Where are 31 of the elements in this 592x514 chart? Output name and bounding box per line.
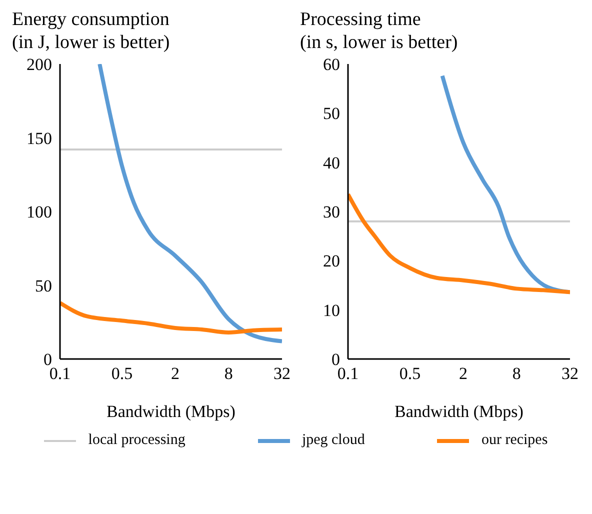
y-tick-label: 10 — [323, 300, 340, 320]
chart-subtitle: (in s, lower is better) — [300, 31, 459, 54]
x-tick-label: 0.5 — [399, 364, 421, 384]
x-axis-title: Bandwidth (Mbps) — [106, 402, 236, 421]
y-tick-label: 50 — [35, 276, 52, 296]
x-tick-label: 0.5 — [111, 364, 133, 384]
x-tick-label: 2 — [171, 364, 180, 384]
x-tick-label: 8 — [512, 364, 521, 384]
legend-label: local processing — [88, 432, 186, 449]
y-tick-label: 150 — [26, 128, 52, 148]
x-tick-label: 0.1 — [49, 364, 71, 384]
chart-title: Energy consumption — [12, 8, 170, 31]
legend-label: our recipes — [481, 432, 548, 449]
chart-title: Processing time — [300, 8, 422, 31]
y-tick-label: 40 — [323, 153, 340, 172]
x-tick-label: 0.1 — [337, 364, 359, 384]
x-tick-label: 8 — [224, 364, 233, 384]
y-tick-label: 50 — [323, 104, 340, 124]
y-tick-label: 200 — [26, 55, 52, 74]
x-tick-label: 32 — [562, 364, 578, 384]
y-tick-label: 0 — [332, 350, 340, 370]
x-tick-label: 2 — [459, 364, 468, 384]
y-tick-label: 30 — [323, 202, 340, 222]
x-tick-label: 32 — [274, 364, 290, 384]
y-tick-label: 20 — [323, 252, 340, 271]
legend-label: jpeg cloud — [302, 432, 365, 449]
x-axis-title: Bandwidth (Mbps) — [394, 402, 524, 421]
y-tick-label: 0 — [44, 350, 52, 370]
y-tick-label: 60 — [323, 55, 340, 74]
chart-subtitle: (in J, lower is better) — [12, 31, 171, 54]
y-tick-label: 100 — [26, 202, 52, 222]
